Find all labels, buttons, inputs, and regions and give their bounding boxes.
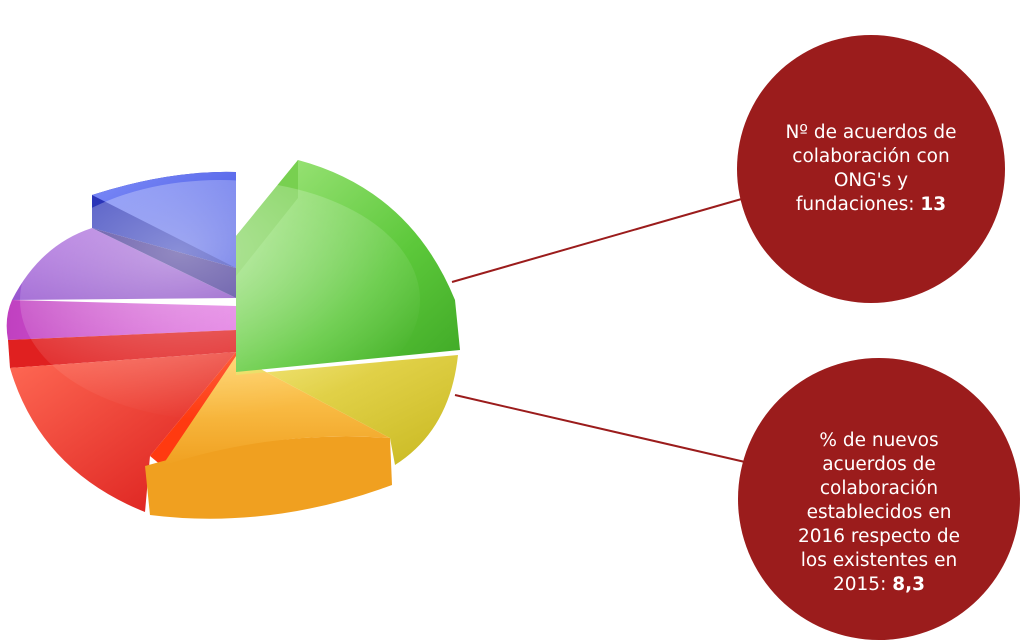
callout-1-value: 13 bbox=[920, 194, 947, 215]
callout-1-label: Nº de acuerdos de colaboración con ONG's… bbox=[785, 122, 957, 215]
callout-new-agreements-percent: % de nuevos acuerdos de colaboración est… bbox=[738, 358, 1020, 640]
callout-2-value: 8,3 bbox=[892, 574, 925, 595]
callout-ngo-agreements: Nº de acuerdos de colaboración con ONG's… bbox=[737, 35, 1005, 303]
pie-gloss bbox=[20, 180, 420, 420]
connector-line-2 bbox=[454, 394, 746, 463]
callout-circle-1-bg bbox=[737, 35, 1005, 303]
connector-line-1 bbox=[451, 197, 746, 283]
callout-new-agreements-percent-text: % de nuevos acuerdos de colaboración est… bbox=[784, 429, 974, 597]
callout-circle-2-bg bbox=[738, 358, 1020, 640]
pie-chart-3d bbox=[6, 160, 460, 519]
callout-ngo-agreements-text: Nº de acuerdos de colaboración con ONG's… bbox=[777, 121, 965, 217]
callout-2-label: % de nuevos acuerdos de colaboración est… bbox=[797, 430, 961, 595]
